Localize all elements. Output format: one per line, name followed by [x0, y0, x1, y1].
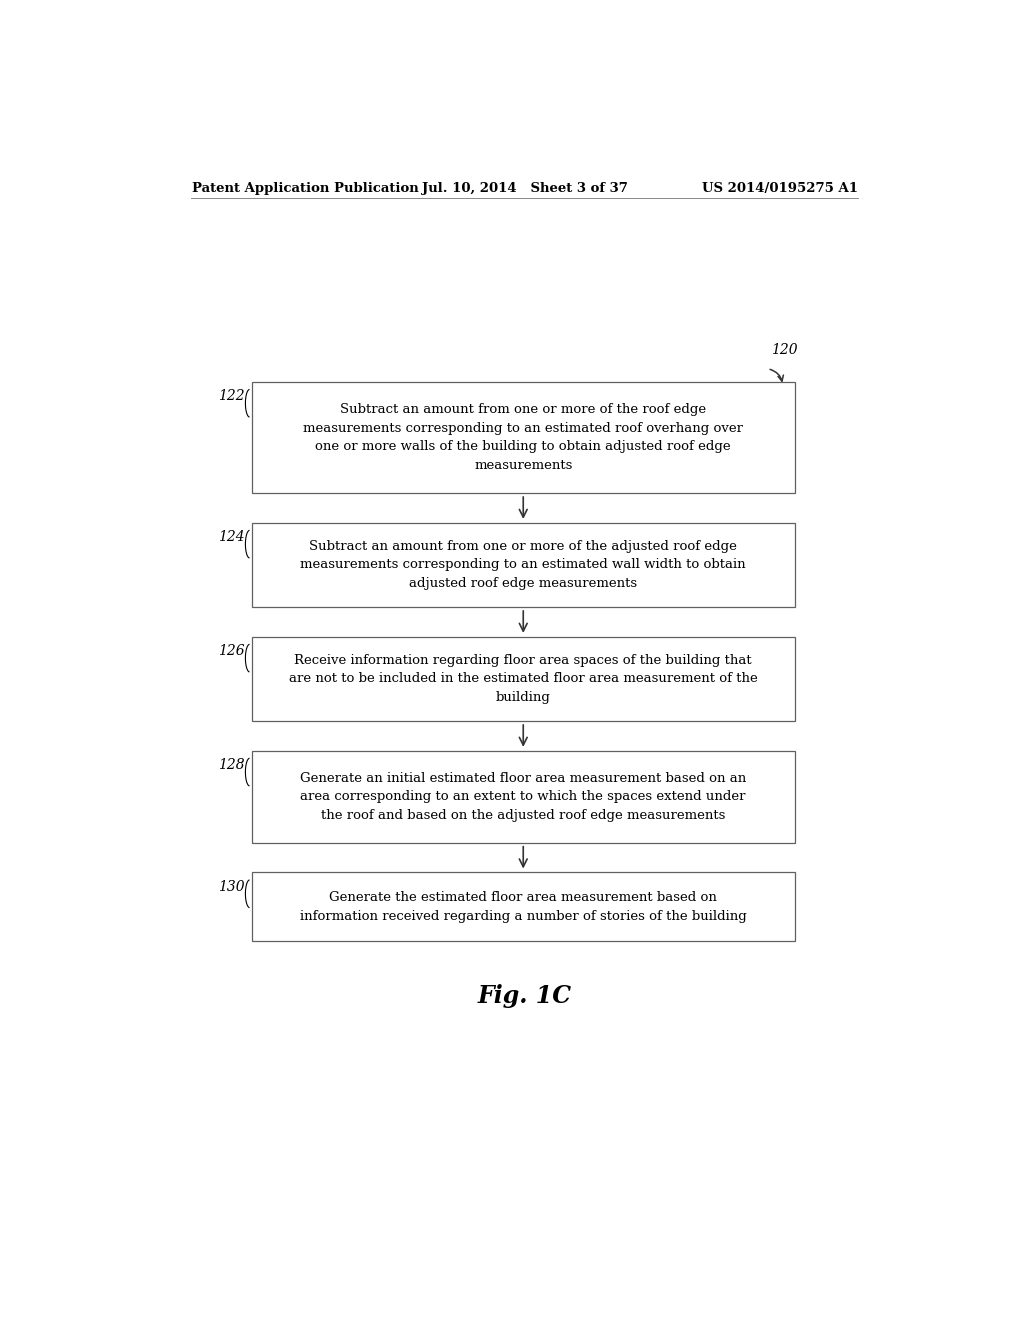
- Bar: [252, 636, 795, 721]
- Text: 122: 122: [218, 389, 245, 404]
- Bar: [252, 523, 795, 607]
- Bar: [252, 873, 795, 941]
- Text: Generate the estimated floor area measurement based on
information received rega: Generate the estimated floor area measur…: [300, 891, 746, 923]
- Text: Subtract an amount from one or more of the roof edge
measurements corresponding : Subtract an amount from one or more of t…: [303, 404, 743, 471]
- Text: Generate an initial estimated floor area measurement based on an
area correspond: Generate an initial estimated floor area…: [300, 772, 746, 822]
- Text: 120: 120: [771, 343, 798, 358]
- Text: Jul. 10, 2014   Sheet 3 of 37: Jul. 10, 2014 Sheet 3 of 37: [422, 182, 628, 194]
- Text: 124: 124: [218, 531, 245, 544]
- Text: US 2014/0195275 A1: US 2014/0195275 A1: [702, 182, 858, 194]
- Text: Receive information regarding floor area spaces of the building that
are not to : Receive information regarding floor area…: [289, 653, 758, 704]
- Bar: [252, 751, 795, 843]
- Text: Subtract an amount from one or more of the adjusted roof edge
measurements corre: Subtract an amount from one or more of t…: [300, 540, 746, 590]
- Text: 130: 130: [218, 880, 245, 894]
- Text: Fig. 1C: Fig. 1C: [478, 983, 571, 1008]
- Text: 126: 126: [218, 644, 245, 659]
- Text: Patent Application Publication: Patent Application Publication: [191, 182, 418, 194]
- Bar: [252, 381, 795, 494]
- Text: 128: 128: [218, 758, 245, 772]
